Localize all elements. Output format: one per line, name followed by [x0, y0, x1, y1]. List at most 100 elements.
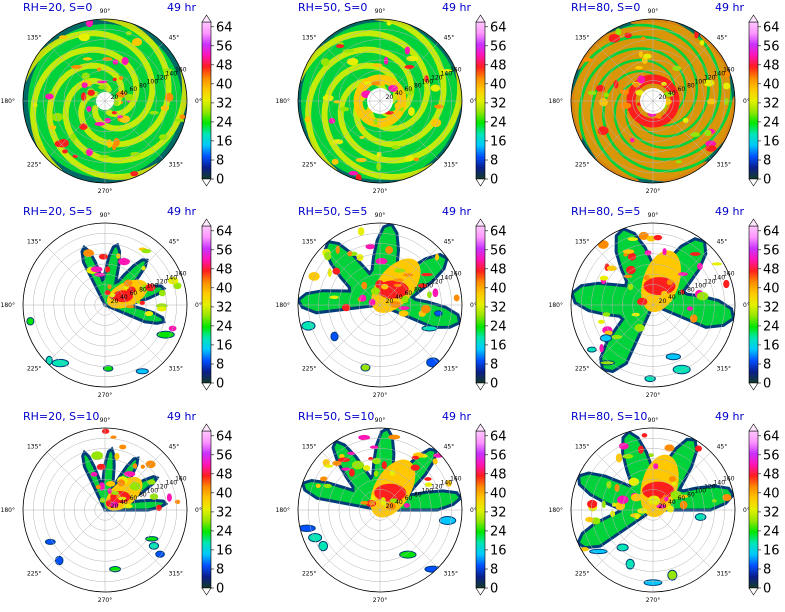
angle-tick-label: 225° [27, 571, 41, 578]
polar-frame [570, 18, 736, 184]
radial-tick-label: 60 [130, 290, 138, 297]
rain-cell [711, 262, 723, 266]
colorbar-tick-label: 56 [216, 39, 233, 54]
grid-spoke [104, 304, 164, 364]
grid-spoke [594, 42, 654, 102]
polar-grid [22, 427, 188, 593]
panel: 204060801001201401600°45°90°135°180°225°… [276, 205, 507, 399]
rain-fragment [665, 353, 681, 361]
grid-spoke [46, 246, 106, 306]
colorbar-tick-label: 24 [216, 115, 233, 130]
grid-spoke [379, 451, 439, 511]
rain-cell [620, 89, 630, 95]
colorbar-tick-label: 40 [216, 486, 233, 501]
rain-cell [123, 279, 133, 287]
angle-tick-label: 135° [27, 34, 41, 41]
panels: 204060801001201401600°45°90°135°180°225°… [1, 1, 780, 604]
rain-cell [348, 170, 359, 176]
grid-spoke [46, 304, 106, 364]
colorbar-extend-max [475, 423, 486, 432]
rain-cell [398, 306, 410, 311]
rain-cell [362, 465, 371, 471]
rain-cell [671, 481, 677, 486]
rain-cell [125, 305, 135, 309]
radial-tick-label: 40 [668, 294, 676, 301]
polar-grid [570, 18, 736, 184]
colorbar-tick-label: 0 [490, 582, 498, 597]
rain-cell [723, 279, 730, 289]
rain-cell [369, 445, 379, 449]
rain-cell [599, 275, 609, 281]
radial-tick-label: 140 [714, 480, 726, 487]
colorbar-tick-label: 56 [216, 448, 233, 463]
rain-cell [413, 157, 420, 162]
rain-fragment [586, 346, 597, 353]
rain-cell [697, 262, 703, 270]
colorbar-tick-label: 48 [763, 467, 780, 482]
colorbar-tick-label: 24 [763, 115, 780, 130]
colorbar-tick-label: 32 [490, 505, 507, 520]
radial-tick-label: 100 [422, 487, 434, 494]
grid-spoke [594, 304, 654, 364]
panel-time: 49 hr [715, 410, 744, 423]
angle-tick-label: 135° [575, 34, 589, 41]
colorbar-bar [201, 225, 212, 384]
angle-tick-label: 180° [1, 507, 15, 514]
rain-cell [597, 240, 609, 249]
rain-cell [156, 306, 167, 312]
rain-cell [411, 455, 420, 460]
colorbar-extend-min [475, 587, 486, 596]
rain-cell [706, 98, 717, 105]
angle-tick-label: 0° [743, 302, 750, 309]
colorbar-extend-max [748, 14, 759, 23]
angle-tick-label: 180° [1, 302, 15, 309]
rain-fragment [360, 363, 371, 372]
colorbar-tick-label: 0 [490, 377, 498, 392]
rain-cell [116, 493, 121, 499]
radial-tick-label: 40 [120, 294, 128, 301]
rain-cell [686, 306, 693, 311]
panel-title: RH=80, S=5 [571, 205, 640, 218]
rain-cell [324, 464, 334, 468]
grid-spoke [652, 451, 712, 511]
panel: 204060801001201401600°45°90°135°180°225°… [549, 205, 780, 399]
rain-cell [372, 63, 383, 67]
rain-cell [617, 495, 629, 505]
rain-cell [381, 461, 387, 470]
rain-cell [401, 295, 409, 304]
angle-tick-label: 315° [717, 571, 731, 578]
grid-spoke [321, 509, 381, 569]
rain-cell [680, 289, 685, 295]
rain-cell [358, 434, 371, 441]
rain-cell [363, 81, 372, 85]
panel-title: RH=50, S=0 [298, 1, 367, 14]
angle-tick-label: 180° [276, 302, 290, 309]
rain-cell [381, 283, 389, 290]
radial-tick-label: 120 [431, 484, 443, 491]
rain-cell [349, 468, 355, 477]
angle-tick-label: 180° [1, 98, 15, 105]
colorbar-tick-label: 64 [490, 224, 507, 239]
colorbar-tick-label: 64 [490, 429, 507, 444]
colorbar-tick-label: 64 [216, 20, 233, 35]
rain-cell [704, 129, 712, 137]
colorbar-tick-label: 24 [763, 319, 780, 334]
rain-cell [118, 257, 130, 266]
rain-cell [94, 121, 105, 126]
grid-spoke [652, 100, 712, 160]
rain-cell [643, 274, 650, 281]
rain-cell [48, 125, 57, 130]
rain-cell [404, 46, 410, 55]
rain-cell [599, 97, 608, 107]
rainband [46, 62, 162, 181]
colorbar-bar [748, 430, 759, 589]
angle-tick-label: 315° [169, 366, 183, 373]
polar-frame [22, 427, 188, 593]
angle-tick-label: 135° [575, 443, 589, 450]
colorbar-extend-min [748, 178, 759, 187]
colorbar-tick-label: 48 [216, 262, 233, 277]
panel-time: 49 hr [715, 205, 744, 218]
rain-core [642, 481, 675, 500]
rain-cell [355, 157, 367, 163]
rain-cell [724, 97, 729, 106]
